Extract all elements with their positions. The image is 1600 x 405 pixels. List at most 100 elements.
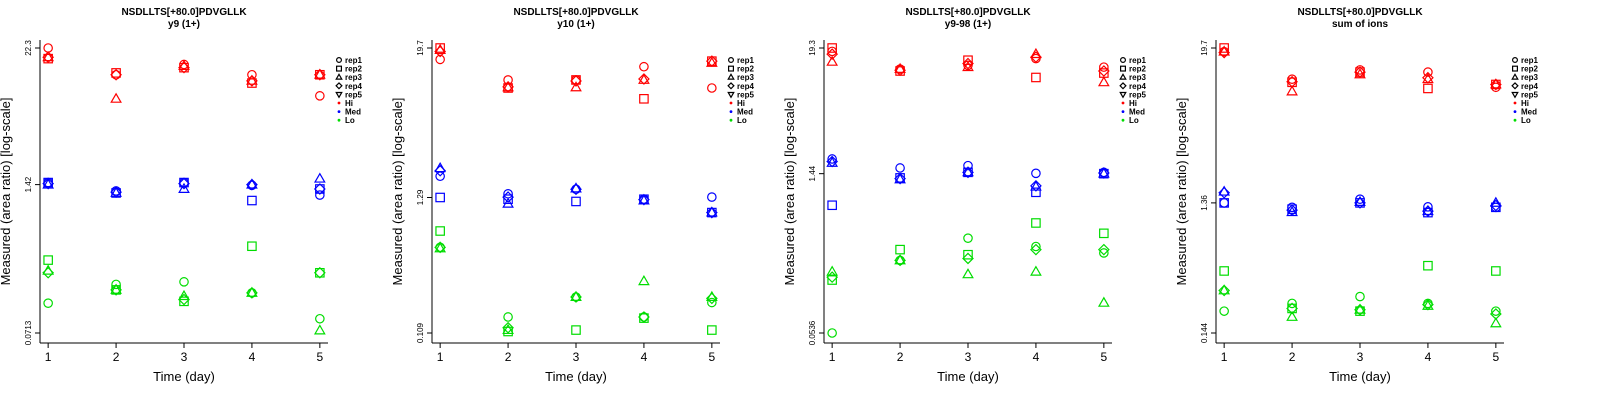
data-point-hi-rep2: [1423, 83, 1433, 94]
data-point-lo-rep2: [503, 326, 513, 337]
data-point-med-rep4: [1097, 167, 1110, 179]
data-point-lo-rep4: [313, 266, 326, 279]
y-axis-label: Measured (area ratio) [log-scale]: [1174, 98, 1189, 286]
legend-entry-rep5: rep5: [345, 90, 362, 99]
data-point-lo-rep4: [1422, 298, 1434, 311]
data-point-lo-rep4: [1489, 308, 1502, 320]
data-point-med-rep2: [247, 195, 257, 206]
x-tick-label: 2: [505, 350, 512, 364]
data-point-lo-rep1: [1099, 248, 1109, 258]
data-point-med-rep4: [1030, 179, 1042, 192]
data-point-hi-rep4: [1030, 51, 1042, 63]
data-point-hi-rep2: [111, 68, 121, 78]
data-point-lo-rep3: [1097, 296, 1110, 307]
data-point-med-rep3: [1354, 195, 1366, 207]
legend-symbol: [335, 91, 343, 99]
legend-entry-rep2: rep2: [1129, 65, 1146, 74]
data-point-hi-rep1: [1099, 62, 1109, 72]
legend-entry-rep4: rep4: [737, 82, 754, 91]
data-point-med-rep1: [895, 163, 905, 173]
chart-title: NSDLLTS[+80.0]PDVGLLK: [905, 7, 1031, 18]
legend-entry-med: Med: [1521, 108, 1537, 117]
data-point-hi-rep4: [638, 73, 650, 85]
data-point-med-rep3: [705, 206, 718, 217]
chart-subtitle: sum of ions: [1332, 19, 1389, 30]
data-point-hi-rep4: [1489, 78, 1502, 91]
data-point-med-rep1: [1423, 202, 1433, 212]
legend-entry-hi: Hi: [1129, 99, 1137, 108]
data-point-hi-rep4: [705, 55, 718, 68]
legend-symbol: [336, 65, 343, 72]
data-point-lo-rep3: [894, 254, 906, 265]
data-point-lo-rep3: [110, 283, 122, 294]
data-point-hi-rep4: [1422, 71, 1434, 84]
x-tick-label: 4: [641, 350, 648, 364]
data-point-lo-rep1: [43, 298, 53, 309]
legend-entry-hi: Hi: [737, 99, 745, 108]
legend-symbol: [336, 56, 343, 63]
chart-title: NSDLLTS[+80.0]PDVGLLK: [121, 7, 247, 18]
legend-symbol: [727, 65, 734, 72]
legend-dot: [337, 101, 341, 105]
legend-entry-lo: Lo: [737, 116, 747, 125]
data-point-lo-rep2: [827, 275, 837, 285]
y-tick-label: 19.3: [808, 40, 817, 56]
x-tick-label: 2: [113, 350, 120, 364]
legend-symbol: [727, 91, 735, 99]
data-point-hi-rep3: [502, 81, 514, 92]
legend-symbol: [335, 82, 343, 90]
legend-dot: [1513, 118, 1517, 122]
data-point-lo-rep1: [1031, 241, 1041, 252]
data-point-hi-rep3: [42, 51, 55, 62]
y-tick-label: 0.109: [416, 322, 425, 343]
data-point-med-rep1: [707, 192, 717, 202]
y-axis-label: Measured (area ratio) [log-scale]: [782, 98, 797, 286]
data-point-med-rep2: [1491, 202, 1501, 213]
data-point-lo-rep2: [707, 325, 717, 335]
data-point-lo-rep1: [1491, 306, 1501, 316]
data-point-lo-rep2: [247, 241, 257, 252]
data-point-med-rep3: [894, 173, 906, 184]
legend-entry-rep4: rep4: [1521, 82, 1538, 91]
data-point-hi-rep2: [963, 55, 973, 66]
data-point-med-rep1: [827, 154, 837, 164]
legend-entry-hi: Hi: [1521, 99, 1529, 108]
data-point-med-rep1: [963, 160, 973, 171]
chart-subtitle: y9-98 (1+): [945, 19, 991, 30]
data-point-hi-rep3: [1030, 47, 1042, 59]
legend-entry-rep4: rep4: [345, 82, 362, 91]
legend-entry-med: Med: [1129, 108, 1145, 117]
legend-dot: [729, 110, 733, 113]
data-point-hi-rep1: [1423, 67, 1433, 77]
x-axis-label: Time (day): [545, 369, 607, 384]
data-point-hi-rep4: [1218, 46, 1231, 59]
legend-entry-rep2: rep2: [345, 65, 362, 74]
legend-dot: [337, 110, 341, 113]
data-point-hi-rep3: [826, 55, 839, 66]
data-point-med-rep1: [315, 190, 325, 200]
data-point-med-rep4: [1422, 205, 1434, 218]
data-point-lo-rep2: [435, 226, 445, 236]
data-point-lo-rep3: [1489, 317, 1502, 328]
data-point-hi-rep4: [1097, 65, 1110, 77]
y-tick-label: 1.44: [808, 165, 817, 181]
legend-symbol: [1511, 65, 1518, 72]
data-point-hi-rep2: [1031, 72, 1041, 83]
data-point-med-rep1: [503, 188, 513, 199]
data-point-lo-rep4: [434, 241, 447, 254]
data-point-med-rep3: [1097, 167, 1110, 178]
data-point-lo-rep3: [570, 290, 582, 301]
data-point-med-rep4: [1489, 199, 1502, 212]
legend-symbol: [727, 73, 735, 80]
legend-symbol: [1511, 73, 1519, 80]
y-tick-label: 0.0536: [808, 320, 817, 345]
legend-symbol: [727, 82, 735, 90]
data-point-lo-rep4: [110, 284, 122, 296]
legend-entry-rep5: rep5: [1521, 90, 1538, 99]
data-point-hi-rep3: [1097, 76, 1110, 87]
legend-symbol: [1511, 56, 1518, 63]
legend-dot: [1513, 101, 1517, 105]
legend-entry-rep2: rep2: [737, 65, 754, 74]
